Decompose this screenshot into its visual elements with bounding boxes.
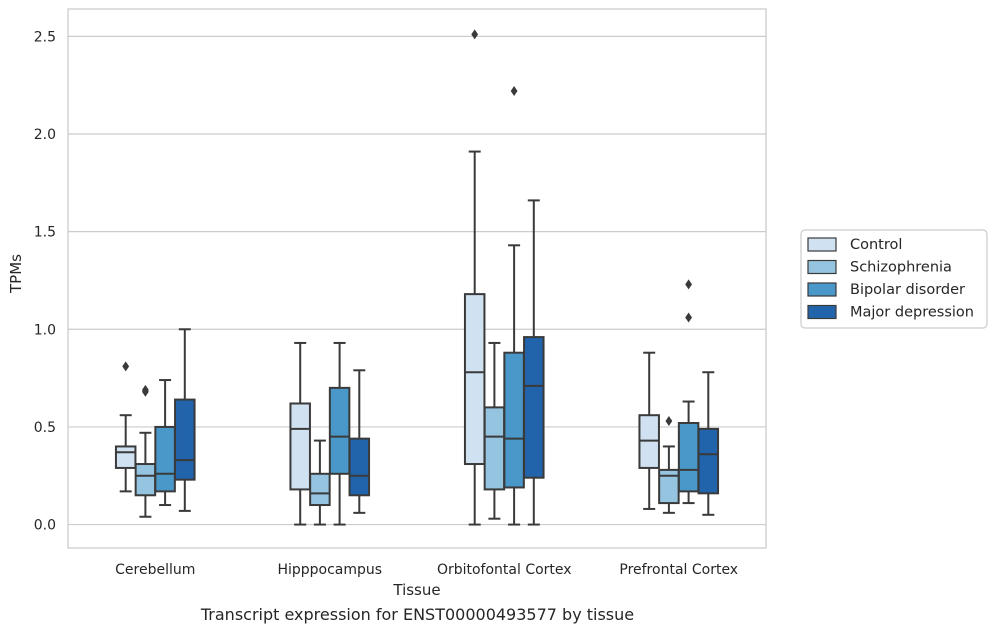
outlier-point (685, 279, 692, 290)
y-tick-label: 1.0 (34, 322, 56, 338)
legend-swatch (807, 304, 837, 320)
outlier-point (122, 361, 130, 372)
box-body (289, 402, 311, 491)
x-tick-label: Prefrontal Cortex (619, 562, 738, 578)
box-1-0 (289, 341, 311, 526)
box-3-3 (697, 371, 720, 516)
box-0-1 (134, 384, 157, 518)
legend-entry: Major depression (850, 305, 974, 321)
box-body (697, 427, 720, 495)
y-axis-ticks: 0.0 0.5 1.0 1.5 2.0 2.5 (34, 29, 56, 533)
box-body (348, 437, 371, 497)
x-tick-label: Orbitofontal Cortex (437, 562, 572, 578)
box-body (677, 422, 700, 493)
legend-swatch (807, 282, 837, 297)
legend-box (800, 229, 988, 329)
legend-entry: Schizophrenia (850, 260, 952, 276)
box-body (328, 386, 351, 475)
box-body (174, 398, 196, 481)
outlier-point (471, 29, 479, 40)
box-body (503, 351, 525, 489)
box-body (523, 336, 545, 479)
outlier-point (510, 86, 518, 97)
box-body (309, 472, 331, 507)
box-2-1 (483, 341, 506, 520)
box-plot-area (114, 29, 720, 526)
box-0-2 (154, 379, 176, 507)
box-1-3 (348, 369, 371, 514)
outlier-point (665, 416, 673, 427)
box-1-1 (309, 439, 331, 526)
legend: Control Schizophrenia Bipolar disorder Majo… (800, 229, 988, 329)
y-tick-label: 2.5 (34, 29, 56, 45)
y-tick-label: 2.0 (34, 127, 56, 143)
box-body (154, 425, 176, 493)
y-tick-label: 0.0 (34, 518, 56, 534)
plot-frame (67, 8, 767, 549)
y-axis-label: TPMs (7, 254, 25, 294)
legend-entry: Bipolar disorder (850, 282, 965, 298)
box-body (114, 445, 137, 469)
box-body (134, 463, 157, 497)
box-body (463, 293, 486, 466)
legend-entry: Control (850, 237, 902, 253)
box-2-0 (463, 29, 486, 526)
x-axis-label: Tissue (392, 581, 440, 599)
box-3-2 (677, 279, 700, 505)
box-1-2 (328, 341, 351, 526)
box-0-3 (174, 328, 196, 512)
box-0-0 (114, 361, 137, 493)
figure-caption: Transcript expression for ENST0000049357… (200, 605, 635, 624)
box-2-2 (503, 86, 525, 526)
legend-swatch (807, 259, 837, 275)
x-tick-label: Cerebellum (115, 562, 195, 578)
box-3-0 (638, 351, 660, 510)
legend-swatch (807, 237, 837, 252)
outlier-point (142, 384, 149, 395)
box-3-1 (658, 416, 680, 514)
y-tick-label: 1.5 (34, 225, 56, 241)
box-body (483, 406, 506, 491)
outlier-point (685, 312, 692, 323)
x-axis-ticks: Cerebellum Hipppocampus Orbitofontal Corte… (115, 562, 738, 578)
box-2-3 (523, 199, 545, 526)
x-tick-label: Hipppocampus (277, 562, 382, 578)
y-tick-label: 0.5 (34, 420, 56, 436)
